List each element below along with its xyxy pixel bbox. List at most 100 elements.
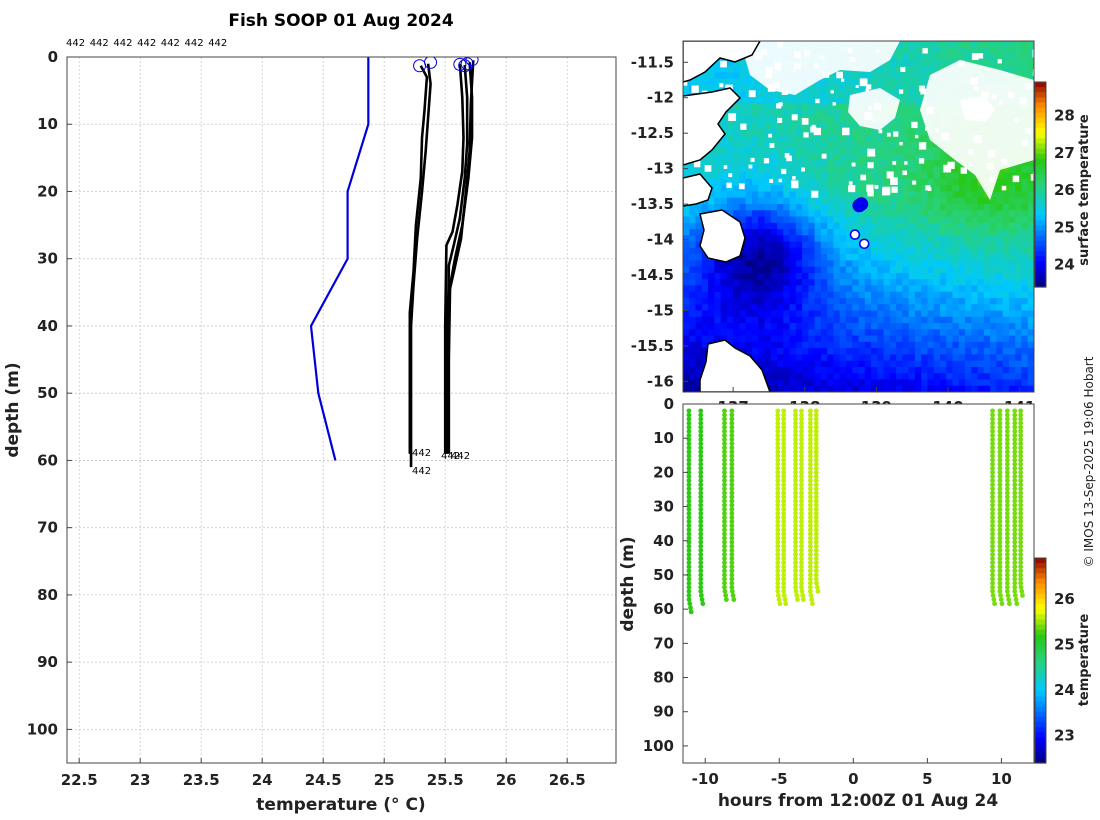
time-depth-point — [1018, 420, 1024, 426]
map-sst-cell — [820, 122, 828, 130]
map-sst-cell — [971, 272, 979, 280]
time-depth-point — [775, 474, 781, 479]
map-sst-cell — [708, 191, 715, 199]
map-sst-cell — [714, 172, 722, 180]
map-sst-cell — [965, 354, 972, 362]
map-sst-cell — [939, 178, 947, 186]
map-sst-cell — [739, 254, 747, 261]
map-sst-cell — [758, 185, 766, 193]
map-sst-cell — [965, 216, 972, 224]
map-sst-cell — [733, 304, 741, 312]
map-sst-cell — [996, 341, 1004, 349]
map-sst-cell — [914, 210, 922, 218]
profile-start-marker — [460, 57, 474, 71]
map-sst-cell — [914, 47, 922, 55]
time-depth-point — [781, 568, 787, 574]
time-depth-point — [1004, 420, 1010, 426]
map-sst-cell — [827, 310, 835, 318]
time-depth-point — [793, 461, 798, 467]
map-sst-cell — [701, 260, 709, 268]
surface-temperature-colorbar-segment — [1035, 199, 1046, 206]
map-sst-cell — [858, 354, 866, 362]
time-depth-point — [807, 494, 813, 500]
time-depth-point — [997, 482, 1003, 488]
map-sst-cell — [921, 272, 929, 280]
map-sst-cell — [877, 272, 885, 280]
map-sst-cell — [871, 385, 878, 392]
map-sst-cell — [770, 103, 778, 111]
map-cloud-speck — [773, 81, 780, 88]
map-sst-cell — [877, 191, 885, 199]
map-cloud-speck — [1032, 49, 1034, 58]
map-sst-cell — [883, 241, 891, 249]
map-sst-cell — [726, 185, 734, 193]
time-depth-point — [722, 428, 727, 434]
map-sst-cell — [933, 297, 941, 305]
map-sst-cell — [996, 254, 1004, 261]
map-sst-cell — [808, 172, 816, 180]
map-sst-cell — [952, 310, 960, 318]
map-sst-cell — [908, 272, 916, 280]
map-sst-cell — [795, 109, 803, 117]
map-sst-cell — [751, 229, 759, 236]
map-sst-cell — [739, 84, 747, 92]
map-sst-cell — [777, 160, 784, 167]
time-depth-point — [729, 564, 735, 570]
time-depth-point — [722, 523, 727, 529]
map-sst-cell — [820, 360, 828, 368]
profile-x-tick-label: 25.5 — [427, 771, 464, 789]
time-depth-point — [990, 519, 995, 525]
map-sst-cell — [921, 360, 929, 368]
time-depth-point — [775, 412, 781, 418]
profile-y-tick-label: 30 — [37, 250, 58, 268]
map-sst-cell — [839, 285, 847, 293]
map-sst-cell — [789, 147, 797, 155]
map-sst-cell — [802, 203, 809, 211]
map-sst-cell — [990, 260, 997, 268]
map-sst-cell — [965, 297, 972, 305]
map-sst-cell — [946, 341, 954, 349]
map-sst-cell — [827, 166, 835, 174]
map-sst-cell — [733, 279, 741, 287]
map-sst-cell — [896, 247, 903, 255]
time-depth-point — [722, 552, 727, 557]
map-sst-cell — [814, 335, 822, 343]
map-sst-cell — [689, 78, 697, 86]
map-sst-cell — [939, 247, 947, 255]
map-sst-cell — [808, 84, 816, 92]
map-sst-cell — [971, 323, 979, 330]
time-depth-point — [813, 461, 819, 467]
map-sst-cell — [1015, 41, 1023, 48]
map-sst-cell — [952, 291, 960, 299]
map-sst-cell — [777, 91, 784, 99]
map-sst-cell — [808, 266, 816, 274]
time-depth-point — [793, 519, 798, 525]
time-depth-point — [1018, 453, 1024, 459]
map-sst-cell — [802, 197, 809, 205]
time-depth-point — [1004, 482, 1010, 488]
time-depth-point — [729, 486, 735, 492]
map-sst-cell — [751, 335, 759, 343]
time-depth-point — [1004, 461, 1010, 467]
map-sst-cell — [1021, 310, 1029, 318]
map-sst-cell — [946, 266, 954, 274]
map-sst-cell — [833, 185, 841, 193]
map-sst-cell — [864, 72, 872, 80]
time-depth-point — [799, 486, 804, 492]
time-depth-point — [781, 416, 787, 422]
map-sst-cell — [889, 354, 897, 362]
map-sst-cell — [845, 366, 853, 374]
map-sst-cell — [777, 229, 784, 236]
time-depth-point — [997, 433, 1003, 438]
map-sst-cell — [965, 191, 972, 199]
map-sst-cell — [852, 291, 860, 299]
time-depth-y-tick-label: 10 — [653, 429, 674, 447]
map-sst-cell — [921, 210, 929, 218]
time-depth-point — [1018, 506, 1024, 512]
map-sst-cell — [701, 153, 709, 161]
map-sst-cell — [908, 84, 916, 92]
time-depth-point — [775, 511, 781, 516]
map-sst-cell — [1021, 185, 1029, 193]
map-sst-cell — [751, 247, 759, 255]
map-sst-cell — [914, 66, 922, 73]
